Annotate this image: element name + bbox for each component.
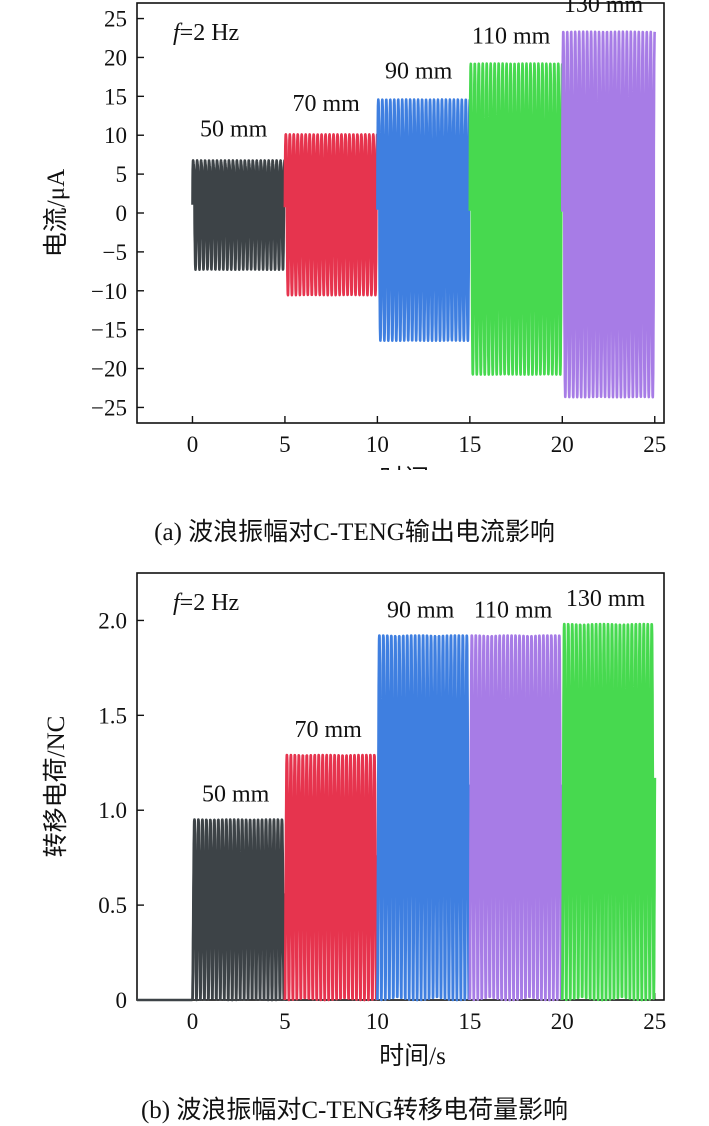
- x-axis-label: 时间/s: [379, 1042, 446, 1070]
- series-label: 70 mm: [294, 717, 362, 743]
- x-tick-label: 5: [279, 432, 291, 457]
- y-tick-label: 1.5: [98, 703, 127, 728]
- y-axis-label: 转移电荷/NC: [42, 716, 70, 858]
- series-line-90-mm: [376, 98, 472, 343]
- x-tick-label: 15: [458, 1009, 481, 1034]
- y-tick-label: −5: [103, 240, 127, 265]
- y-tick-label: 1.0: [98, 798, 127, 823]
- caption-a: (a) 波浪振幅对C-TENG输出电流影响: [154, 519, 555, 546]
- chart-charge: 0 5 10 15 20 25 0 0.5 1.0 1.5 2.0 时间/s 转移电荷/NC f=2 Hz…: [42, 572, 666, 1070]
- series-line-50-mm: [191, 159, 287, 272]
- x-tick-label: 20: [551, 1009, 574, 1034]
- x-tick-label: 0: [187, 1009, 199, 1034]
- x-tick-label: 10: [366, 1009, 389, 1034]
- plot-frame: [136, 572, 665, 1001]
- x-tick-label: 25: [643, 432, 666, 457]
- frequency-symbol: f: [173, 20, 183, 46]
- frequency-value: =2 Hz: [180, 20, 240, 46]
- series-label: 110 mm: [474, 598, 553, 624]
- series-label: 90 mm: [387, 598, 455, 624]
- series-line-70-mm: [283, 133, 379, 297]
- x-tick-label: 20: [551, 432, 574, 457]
- y-tick-label: 2.0: [98, 608, 127, 633]
- x-tick-label: 25: [643, 1009, 666, 1034]
- chart-current: 0 5 10 15 20 25 −25 −20 −15 −10 −5 0 5 10 15 20 25 时间/s 电流…: [42, 0, 666, 470]
- y-tick-label: 0.5: [98, 893, 127, 918]
- frequency-annotation: f=2 Hz: [173, 20, 239, 46]
- series-line-70-mm: [283, 753, 379, 1002]
- x-tick-label: 5: [279, 1009, 291, 1034]
- series-label: 50 mm: [202, 782, 270, 808]
- y-tick-label: 20: [104, 45, 127, 70]
- series-label: 110 mm: [472, 23, 551, 49]
- frequency-annotation: f=2 Hz: [173, 590, 239, 616]
- caption-b: (b) 波浪振幅对C-TENG转移电荷量影响: [140, 1097, 569, 1124]
- y-tick-label: 25: [104, 7, 127, 32]
- y-tick-label: 10: [104, 123, 127, 148]
- series-line-50-mm: [191, 818, 287, 1002]
- series-label: 130 mm: [566, 586, 646, 612]
- x-axis-label: 时间/s: [379, 465, 446, 470]
- y-tick-label: −20: [91, 357, 127, 382]
- series-line-110-mm: [468, 634, 564, 1002]
- y-tick-label: 0: [116, 988, 128, 1013]
- series-label: 130 mm: [564, 0, 644, 18]
- y-tick-label: −15: [91, 318, 127, 343]
- y-axis-label: 电流/μA: [42, 169, 70, 257]
- y-tick-label: −25: [91, 395, 127, 420]
- series-line-90-mm: [376, 634, 472, 1002]
- x-tick-label: 10: [366, 432, 389, 457]
- y-tick-label: 0: [116, 201, 128, 226]
- frequency-symbol: f: [173, 590, 183, 616]
- frequency-value: =2 Hz: [180, 590, 240, 616]
- x-tick-label: 0: [187, 432, 199, 457]
- y-tick-label: 5: [116, 162, 128, 187]
- series-line-130-mm: [560, 622, 657, 1002]
- series-label: 50 mm: [200, 117, 268, 143]
- series-line-110-mm: [468, 62, 564, 376]
- x-tick-label: 15: [458, 432, 481, 457]
- y-tick-label: 15: [104, 84, 127, 109]
- series-line-130-mm: [560, 30, 657, 399]
- series-label: 90 mm: [385, 58, 453, 84]
- series-label: 70 mm: [292, 91, 360, 117]
- y-tick-label: −10: [91, 279, 127, 304]
